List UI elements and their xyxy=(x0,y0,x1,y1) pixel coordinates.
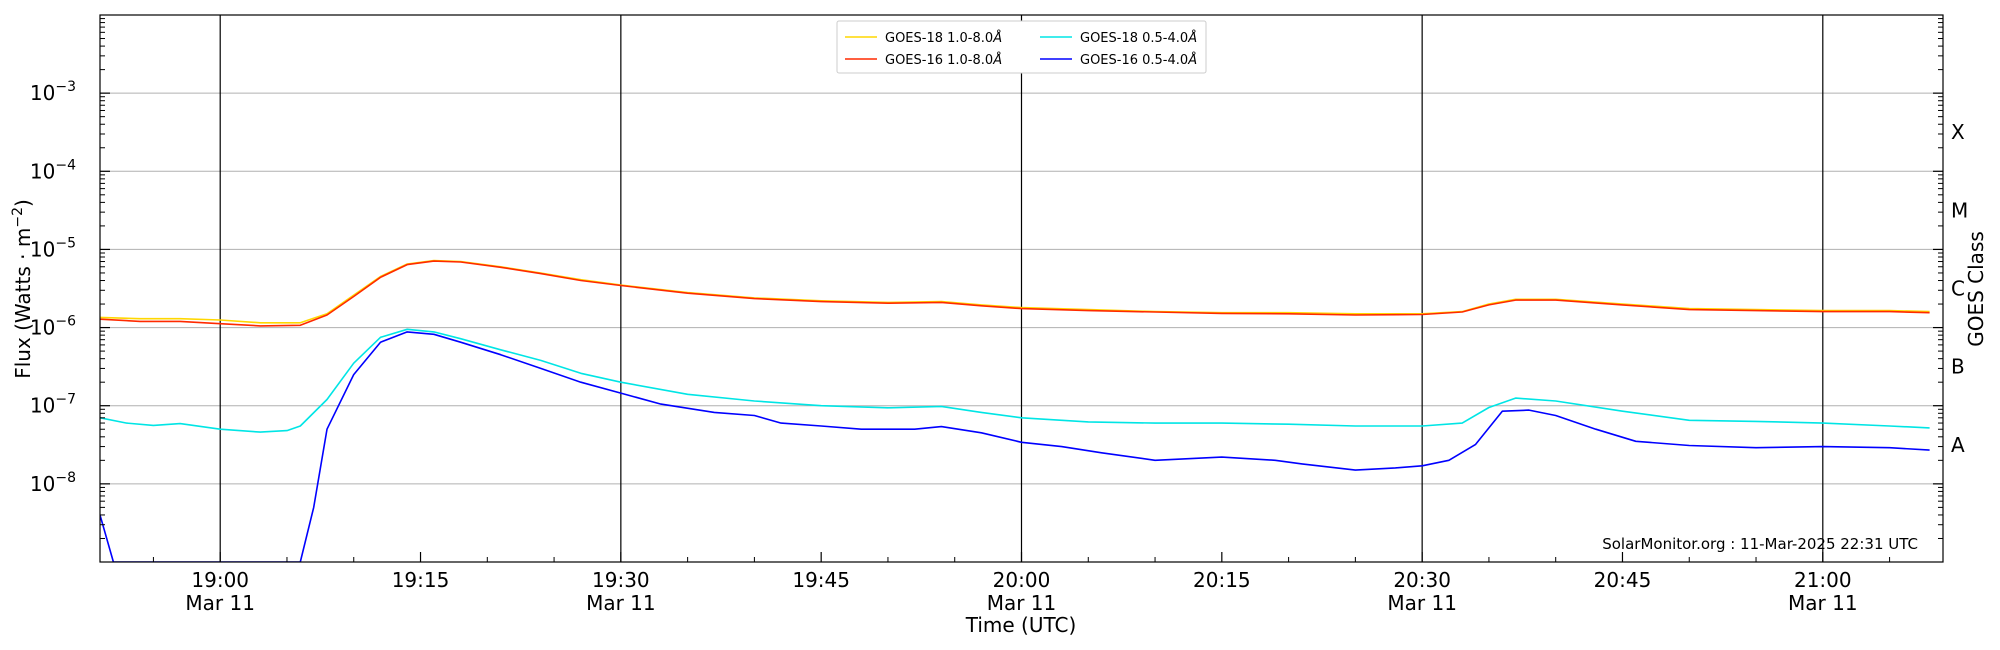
x-tick-date-label: Mar 11 xyxy=(1387,591,1457,615)
x-tick-label: 20:30 xyxy=(1393,568,1451,592)
y-tick-label: 10−7 xyxy=(30,392,76,418)
x-tick-label: 19:45 xyxy=(792,568,850,592)
y-tick-label: 10−6 xyxy=(30,314,76,340)
series-line xyxy=(100,260,1930,327)
axis-ticks xyxy=(100,18,1943,562)
credit-text: SolarMonitor.org : 11-Mar-2025 22:31 UTC xyxy=(1602,535,1918,553)
x-tick-date-label: Mar 11 xyxy=(1788,591,1858,615)
y-tick-label: 10−8 xyxy=(30,470,76,496)
y-tick-label: 10−5 xyxy=(30,235,76,261)
x-tick-date-label: Mar 11 xyxy=(987,591,1057,615)
x-tick-label: 21:00 xyxy=(1794,568,1852,592)
x-tick-label: 19:00 xyxy=(191,568,249,592)
legend-label: GOES-16 1.0-8.0Å xyxy=(885,52,1002,68)
x-tick-label: 20:45 xyxy=(1594,568,1652,592)
legend-box xyxy=(836,20,1207,74)
legend-label: GOES-18 1.0-8.0Å xyxy=(885,30,1002,46)
goes-class-axis-title: GOES Class xyxy=(1964,231,1988,347)
series-lines xyxy=(100,259,1930,562)
y-tick-label: 10−3 xyxy=(30,79,76,105)
x-tick-label: 19:15 xyxy=(392,568,450,592)
y-axis-title: Flux (Watts · m−2) xyxy=(10,199,35,379)
x-tick-label: 20:15 xyxy=(1193,568,1251,592)
goes-class-labels: A B C M X xyxy=(1951,120,1968,457)
goes-class-label: X xyxy=(1951,120,1965,144)
series-line xyxy=(100,331,1930,562)
series-line xyxy=(100,259,1930,324)
legend-label: GOES-18 0.5-4.0Å xyxy=(1080,30,1197,46)
series-line xyxy=(100,328,1930,433)
y-tick-label: 10−4 xyxy=(30,157,76,183)
legend-label: GOES-16 0.5-4.0Å xyxy=(1080,52,1197,68)
legend: GOES-18 1.0-8.0Å GOES-16 1.0-8.0Å GOES-18 … xyxy=(836,20,1207,74)
x-tick-label: 20:00 xyxy=(993,568,1051,592)
goes-class-label: M xyxy=(1951,198,1968,222)
vertical-hour-lines xyxy=(219,15,1824,562)
x-axis-title: Time (UTC) xyxy=(965,613,1077,637)
goes-class-label: C xyxy=(1951,277,1965,301)
goes-class-label: A xyxy=(1951,433,1965,457)
x-tick-date-label: Mar 11 xyxy=(586,591,656,615)
y-tick-labels: 10−8 10−7 10−6 10−5 10−4 10−3 xyxy=(30,79,76,496)
x-tick-label: 19:30 xyxy=(592,568,650,592)
goes-class-label: B xyxy=(1951,355,1965,379)
x-tick-date-label: Mar 11 xyxy=(185,591,255,615)
